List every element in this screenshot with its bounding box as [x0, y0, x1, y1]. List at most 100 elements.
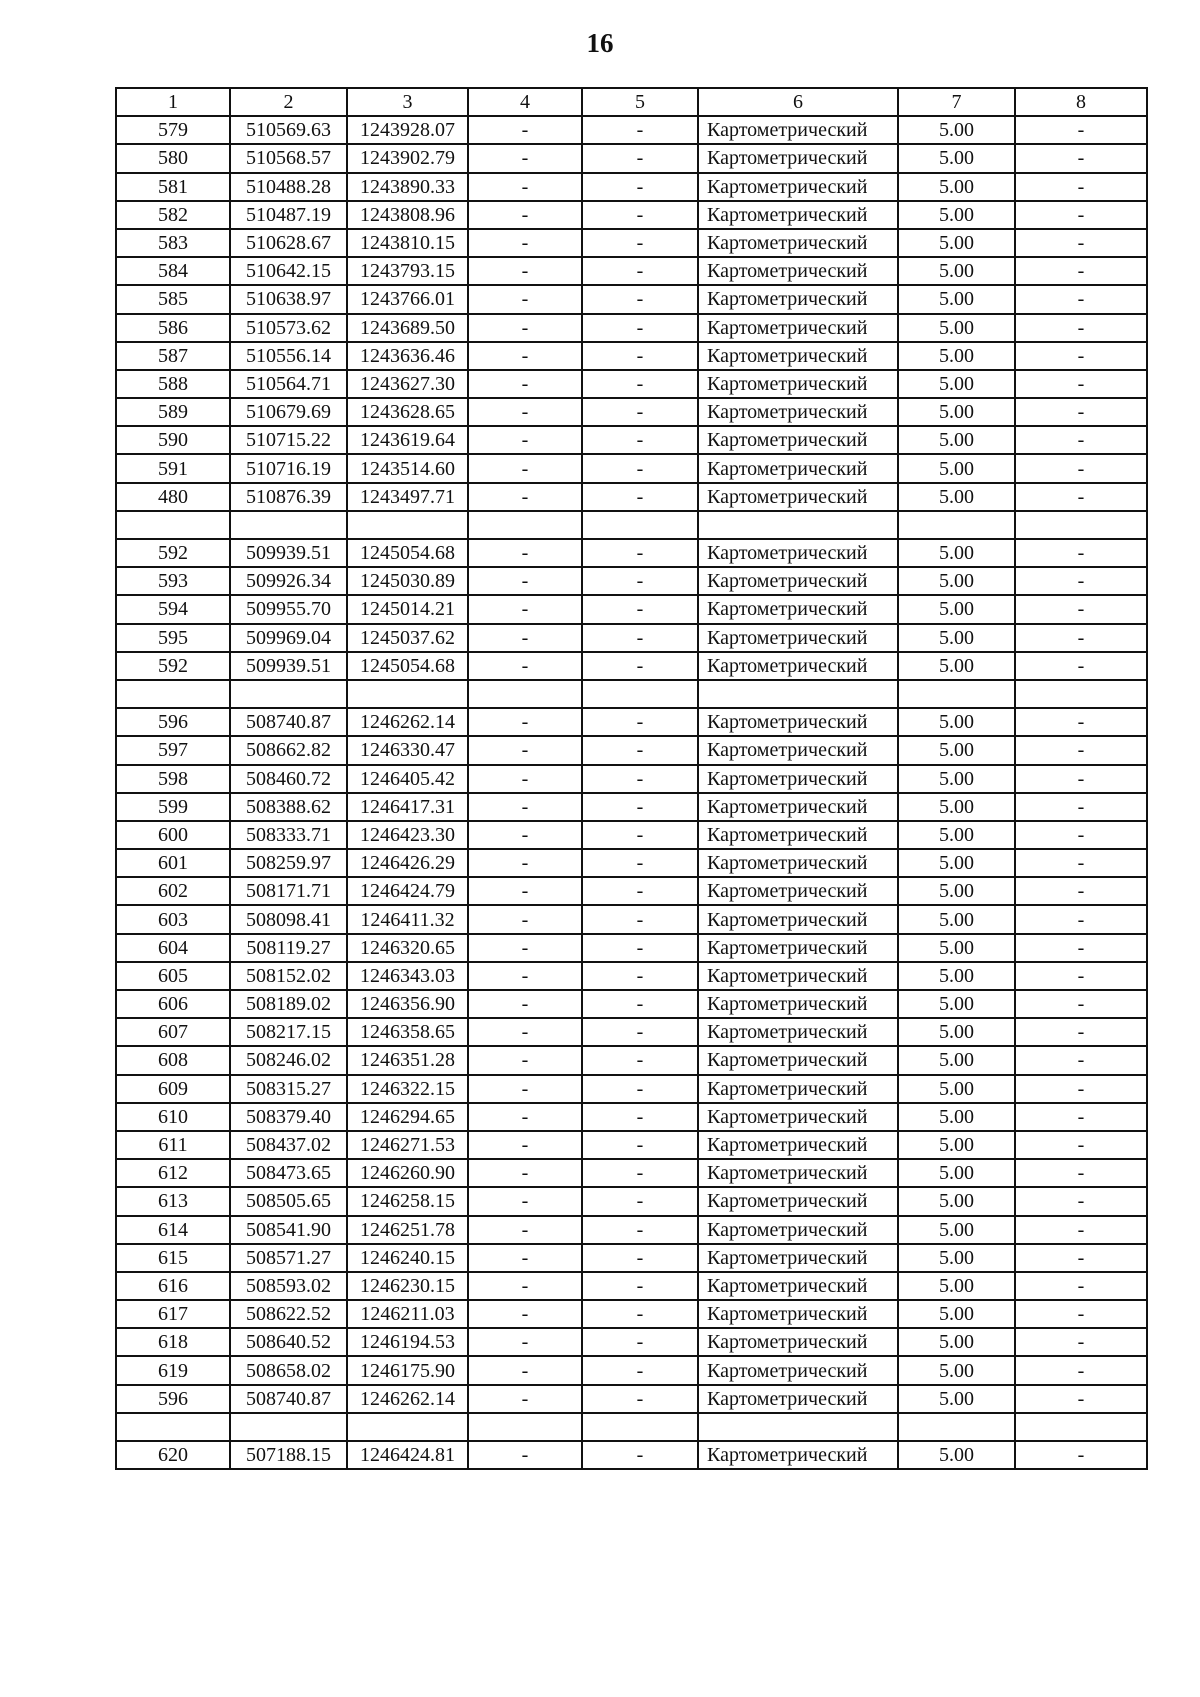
table-cell: 1243627.30	[346, 368, 469, 400]
table-cell: 606	[115, 988, 231, 1020]
table-cell: 508622.52	[229, 1299, 348, 1330]
table-cell: 508640.52	[229, 1327, 348, 1358]
column-header: 6	[697, 86, 899, 118]
table-cell	[467, 1411, 583, 1443]
table-cell: 1246322.15	[346, 1073, 469, 1104]
table-cell	[115, 678, 231, 710]
table-cell: 1246424.81	[346, 1439, 469, 1471]
table-cell: -	[467, 199, 583, 230]
table-cell	[229, 1411, 348, 1443]
table-cell: Картометрический	[697, 1439, 899, 1471]
table-cell: -	[1014, 425, 1148, 456]
table-cell: Картометрический	[697, 932, 899, 963]
table-cell: 612	[115, 1158, 231, 1189]
table-cell: -	[1014, 340, 1148, 371]
table-cell: -	[467, 819, 583, 851]
table-cell: 599	[115, 791, 231, 822]
table-cell: -	[581, 988, 699, 1020]
table-cell: 1246356.90	[346, 988, 469, 1020]
table-cell: -	[581, 650, 699, 681]
table-cell: 5.00	[897, 1158, 1016, 1189]
table-cell: -	[467, 256, 583, 287]
table-cell: 5.00	[897, 791, 1016, 822]
table-cell: -	[581, 453, 699, 484]
table-cell: -	[467, 1299, 583, 1330]
table-cell: 1246271.53	[346, 1129, 469, 1161]
table-row: 603 508098.41 1246411.32- - Картометрический…	[115, 904, 1148, 935]
table-cell: Картометрический	[697, 848, 899, 879]
table-cell: -	[581, 1186, 699, 1217]
table-cell: Картометрический	[697, 904, 899, 935]
table-cell: -	[1014, 171, 1148, 202]
table-cell: 615	[115, 1242, 231, 1273]
table-cell: 508171.71	[229, 876, 348, 907]
table-cell: 1246343.03	[346, 960, 469, 992]
table-cell: 510569.63	[229, 115, 348, 146]
table-cell: 1246194.53	[346, 1327, 469, 1358]
table-row: 606 508189.02 1246356.90- - Картометрический…	[115, 988, 1148, 1020]
table-cell: 580	[115, 143, 231, 174]
table-cell: 605	[115, 960, 231, 992]
table-cell: Картометрический	[697, 397, 899, 428]
table-row: 589 510679.69 1243628.65- - Картометрический…	[115, 397, 1148, 428]
table-cell: Картометрический	[697, 1045, 899, 1076]
table-cell: -	[581, 594, 699, 625]
table-cell: 510573.62	[229, 312, 348, 343]
table-cell	[229, 509, 348, 541]
table-cell: -	[1014, 763, 1148, 794]
table-cell: Картометрический	[697, 284, 899, 315]
table-cell: -	[581, 960, 699, 992]
table-cell: 1243497.71	[346, 481, 469, 512]
table-cell: Картометрический	[697, 1242, 899, 1273]
table-cell: Картометрический	[697, 988, 899, 1020]
table-row: 580 510568.57 1243902.79- - Картометрический…	[115, 143, 1148, 174]
table-cell: 5.00	[897, 1045, 1016, 1076]
table-cell: -	[581, 1158, 699, 1189]
table-cell: -	[1014, 960, 1148, 992]
column-header: 3	[346, 86, 469, 118]
table-cell: Картометрический	[697, 171, 899, 202]
table-cell: 1246251.78	[346, 1214, 469, 1245]
table-cell: Картометрический	[697, 368, 899, 400]
table-cell: -	[1014, 735, 1148, 766]
table-row: 596 508740.87 1246262.14- - Картометрический…	[115, 707, 1148, 738]
table-cell: 595	[115, 622, 231, 653]
table-cell: -	[467, 988, 583, 1020]
table-cell: -	[1014, 1101, 1148, 1132]
table-cell: 5.00	[897, 594, 1016, 625]
table-cell: -	[581, 199, 699, 230]
table-cell: 597	[115, 735, 231, 766]
table-cell: -	[1014, 1355, 1148, 1386]
table-cell: 5.00	[897, 763, 1016, 794]
table-cell: -	[1014, 1299, 1148, 1330]
table-cell: -	[1014, 1129, 1148, 1161]
table-cell: 5.00	[897, 115, 1016, 146]
table-cell: Картометрический	[697, 340, 899, 371]
table-cell: 5.00	[897, 1129, 1016, 1161]
table-cell: 1246330.47	[346, 735, 469, 766]
table-row: 579 510569.63 1243928.07- - Картометрический…	[115, 115, 1148, 146]
table-cell: 510556.14	[229, 340, 348, 371]
table-cell: -	[1014, 115, 1148, 146]
table-cell: 510487.19	[229, 199, 348, 230]
table-cell: 508460.72	[229, 763, 348, 794]
table-cell: Картометрический	[697, 312, 899, 343]
table-cell: Картометрический	[697, 735, 899, 766]
table-row: 613 508505.65 1246258.15- - Картометрический…	[115, 1186, 1148, 1217]
table-cell: 510876.39	[229, 481, 348, 512]
table-cell: 508119.27	[229, 932, 348, 963]
table-cell: Картометрический	[697, 1270, 899, 1302]
table-cell: 608	[115, 1045, 231, 1076]
table-cell: 1246320.65	[346, 932, 469, 963]
table-cell: -	[581, 537, 699, 569]
table-cell: -	[467, 594, 583, 625]
table-cell: 5.00	[897, 707, 1016, 738]
table-cell: 601	[115, 848, 231, 879]
table-cell: -	[1014, 1242, 1148, 1273]
table-cell: 508541.90	[229, 1214, 348, 1245]
table-cell: -	[581, 1073, 699, 1104]
table-cell: -	[1014, 932, 1148, 963]
table-cell: 1246175.90	[346, 1355, 469, 1386]
table-cell: 510716.19	[229, 453, 348, 484]
table-cell	[697, 678, 899, 710]
